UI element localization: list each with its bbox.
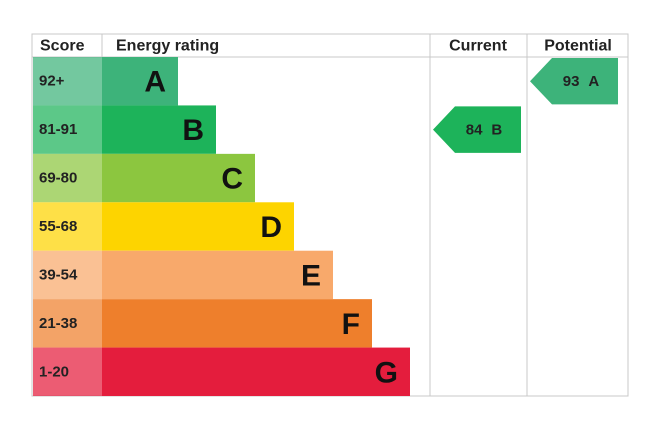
header-energy-rating: Energy rating — [116, 38, 219, 55]
current-letter: B — [491, 121, 502, 138]
score-cell — [33, 105, 102, 154]
score-label: 39-54 — [39, 266, 78, 283]
current-label: 84 B — [466, 121, 503, 138]
rating-bar — [102, 299, 372, 348]
rating-letter: F — [342, 308, 360, 341]
rating-bar — [102, 347, 410, 396]
rating-letter: G — [375, 356, 398, 389]
rating-letter: D — [260, 211, 282, 244]
rating-letter: B — [182, 114, 204, 147]
current-value: 84 — [466, 121, 483, 138]
rating-bar — [102, 202, 294, 251]
score-cell — [33, 57, 102, 106]
rating-letter: A — [144, 66, 166, 99]
header-current: Current — [449, 38, 507, 55]
score-cell — [33, 202, 102, 251]
rating-bar — [102, 105, 216, 154]
potential-label: 93 A — [563, 73, 600, 90]
rating-letter: E — [301, 259, 321, 292]
score-label: 81-91 — [39, 121, 77, 138]
rating-bar — [102, 153, 255, 203]
potential-letter: A — [588, 73, 599, 90]
score-cell — [33, 299, 102, 348]
current-arrow — [433, 106, 521, 153]
score-cell — [33, 347, 102, 396]
potential-arrow — [530, 58, 618, 105]
rating-bar — [102, 250, 333, 300]
potential-value: 93 — [563, 73, 580, 90]
header-potential: Potential — [544, 38, 612, 55]
score-label: 21-38 — [39, 315, 77, 332]
score-label: 1-20 — [39, 363, 69, 380]
header-score: Score — [40, 38, 85, 55]
score-cell — [33, 153, 102, 203]
rating-bar — [102, 57, 178, 106]
rating-letter: C — [221, 163, 243, 196]
score-cell — [33, 250, 102, 300]
score-label: 92+ — [39, 73, 65, 90]
score-label: 55-68 — [39, 218, 77, 235]
score-label: 69-80 — [39, 170, 77, 187]
